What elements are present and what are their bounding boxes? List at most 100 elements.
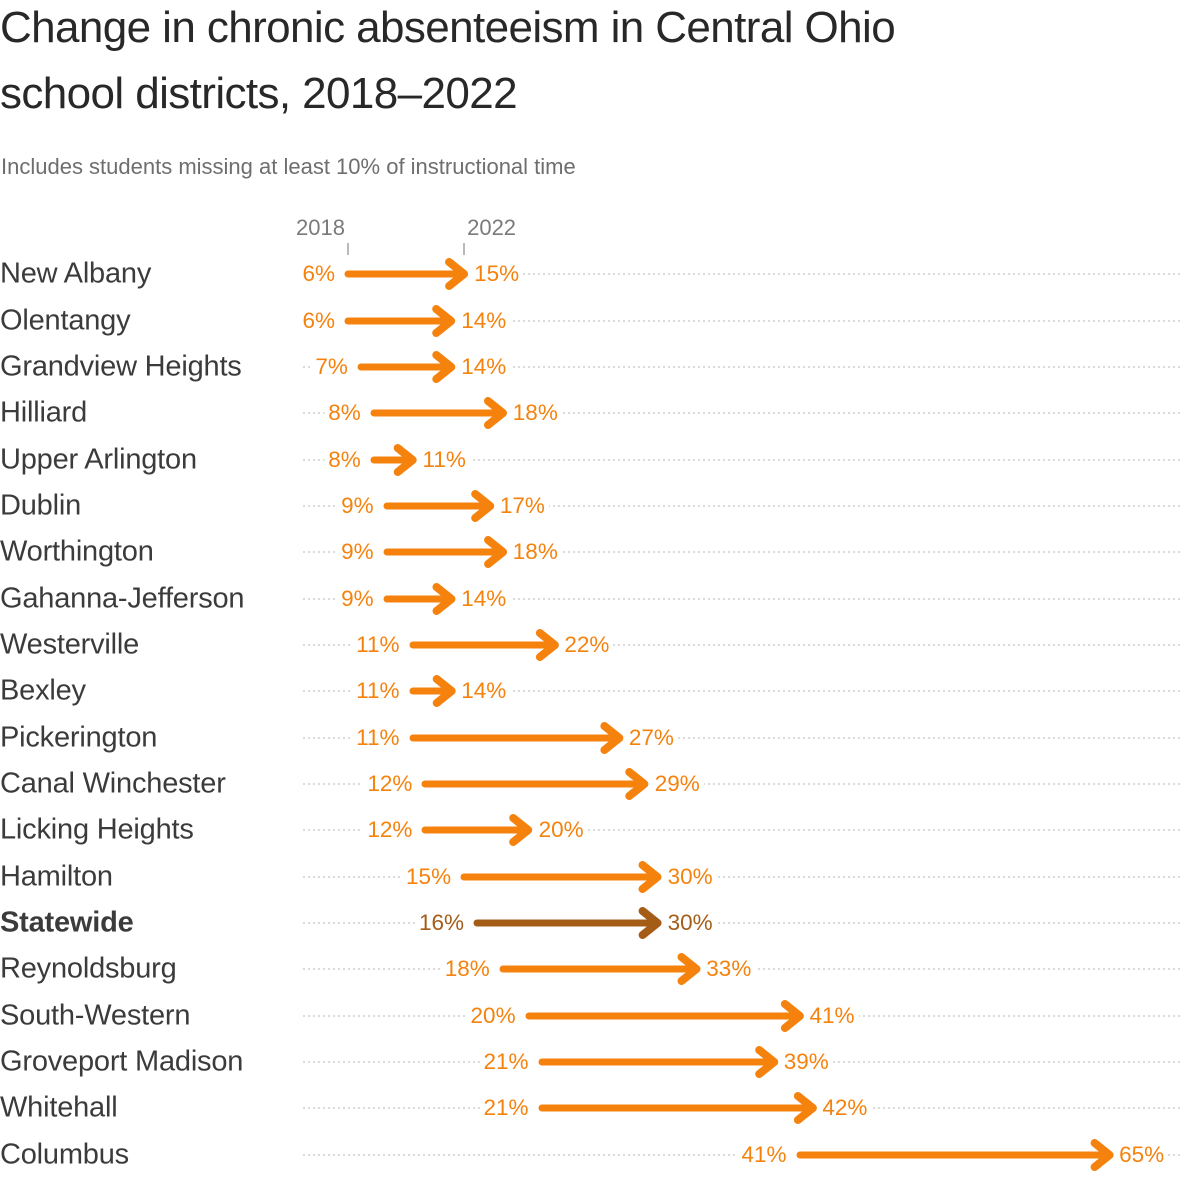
- leader-dots: [303, 875, 1181, 878]
- district-row: Gahanna-Jefferson 9% 14%: [0, 575, 1200, 621]
- change-arrow: [409, 628, 559, 661]
- leader-dots: [303, 597, 1181, 600]
- arrowhead-icon: [509, 814, 533, 847]
- start-value-label: 11%: [352, 677, 413, 706]
- end-value-label: 14%: [451, 352, 511, 381]
- end-value-label: 30%: [657, 908, 717, 937]
- end-value-label: 14%: [451, 584, 511, 613]
- district-name: Groveport Madison: [0, 1045, 244, 1078]
- leader-dots: [303, 690, 1181, 693]
- change-arrow: [421, 767, 649, 800]
- change-arrow: [344, 258, 469, 291]
- start-value-label: 7%: [311, 352, 361, 381]
- leader-dots: [303, 829, 1181, 832]
- arrowhead-icon: [638, 860, 662, 893]
- start-value-label: 16%: [414, 908, 477, 937]
- chart-title: Change in chronic absenteeism in Central…: [0, 0, 1200, 127]
- district-row: Canal Winchester 12% 29%: [0, 761, 1200, 807]
- end-value-label: 18%: [502, 399, 562, 428]
- change-arrow: [525, 999, 804, 1032]
- district-row: Worthington 9% 18%: [0, 529, 1200, 575]
- axis-tick-2022: [463, 243, 466, 255]
- arrowhead-icon: [483, 536, 507, 569]
- arrowhead-icon: [754, 1046, 778, 1079]
- change-arrow: [460, 860, 662, 893]
- district-row: South-Western 20% 41%: [0, 993, 1200, 1039]
- arrowhead-icon: [677, 953, 701, 986]
- change-arrow: [538, 1092, 817, 1125]
- change-arrow: [383, 536, 507, 569]
- district-name: Grandview Heights: [0, 350, 242, 383]
- district-name: Licking Heights: [0, 813, 194, 846]
- start-value-label: 9%: [337, 491, 387, 520]
- district-name: Statewide: [0, 906, 134, 939]
- district-row: Bexley 11% 14%: [0, 668, 1200, 714]
- district-row: Grandview Heights 7% 14%: [0, 344, 1200, 390]
- district-row: Hamilton 15% 30%: [0, 853, 1200, 899]
- start-value-label: 8%: [324, 445, 374, 474]
- leader-dots: [303, 273, 1181, 276]
- change-arrow: [383, 582, 456, 615]
- change-arrow: [421, 814, 533, 847]
- district-name: New Albany: [0, 257, 152, 290]
- leader-dots: [303, 736, 1181, 739]
- start-value-label: 15%: [402, 862, 465, 891]
- district-name: Upper Arlington: [0, 443, 197, 476]
- chart-title-line-2: school districts, 2018–2022: [0, 69, 518, 118]
- district-name: Hilliard: [0, 396, 88, 429]
- arrowhead-icon: [432, 350, 456, 383]
- arrowhead-icon: [780, 999, 804, 1032]
- district-name: Whitehall: [0, 1091, 118, 1124]
- start-value-label: 18%: [440, 955, 503, 984]
- leader-dots: [303, 782, 1181, 785]
- start-value-label: 12%: [363, 769, 426, 798]
- district-row: Statewide 16% 30%: [0, 900, 1200, 946]
- arrowhead-icon: [483, 397, 507, 430]
- start-value-label: 11%: [352, 723, 413, 752]
- district-row: Hilliard 8% 18%: [0, 390, 1200, 436]
- change-arrow: [357, 350, 456, 383]
- end-value-label: 14%: [451, 677, 511, 706]
- change-arrow: [499, 953, 701, 986]
- end-value-label: 14%: [451, 306, 511, 335]
- end-value-label: 39%: [773, 1048, 833, 1077]
- arrowhead-icon: [432, 675, 456, 708]
- leader-dots: [303, 921, 1181, 924]
- change-arrow: [409, 675, 456, 708]
- end-value-label: 11%: [412, 445, 470, 474]
- end-value-label: 17%: [489, 491, 549, 520]
- district-row: Upper Arlington 8% 11%: [0, 436, 1200, 482]
- change-arrow: [370, 443, 417, 476]
- leader-dots: [303, 412, 1181, 415]
- change-arrow: [538, 1046, 778, 1079]
- end-value-label: 27%: [618, 723, 678, 752]
- district-row: Westerville 11% 22%: [0, 622, 1200, 668]
- start-value-label: 41%: [737, 1140, 800, 1169]
- axis-label-2022: 2022: [467, 215, 517, 240]
- arrowhead-icon: [535, 628, 559, 661]
- arrowhead-icon: [393, 443, 417, 476]
- arrowhead-icon: [1090, 1138, 1114, 1171]
- district-name: Olentangy: [0, 304, 131, 337]
- start-value-label: 8%: [324, 399, 374, 428]
- district-row: Whitehall 21% 42%: [0, 1085, 1200, 1131]
- start-value-label: 21%: [479, 1048, 542, 1077]
- chart-rows: New Albany 6% 15% Olentangy 6% 14% Grand…: [0, 251, 1200, 1178]
- district-row: Pickerington 11% 27%: [0, 714, 1200, 760]
- chart-subtitle: Includes students missing at least 10% o…: [1, 154, 576, 179]
- district-name: Dublin: [0, 489, 82, 522]
- arrowhead-icon: [599, 721, 623, 754]
- start-value-label: 6%: [298, 260, 348, 289]
- district-name: Columbus: [0, 1138, 129, 1171]
- leader-dots: [303, 551, 1181, 554]
- change-arrow: [383, 489, 494, 522]
- end-value-label: 41%: [799, 1001, 859, 1030]
- change-arrow: [370, 397, 507, 430]
- change-arrow: [344, 304, 456, 337]
- arrowhead-icon: [432, 582, 456, 615]
- end-value-label: 18%: [502, 538, 562, 567]
- district-name: Reynoldsburg: [0, 952, 177, 985]
- change-arrow: [409, 721, 623, 754]
- start-value-label: 12%: [363, 816, 426, 845]
